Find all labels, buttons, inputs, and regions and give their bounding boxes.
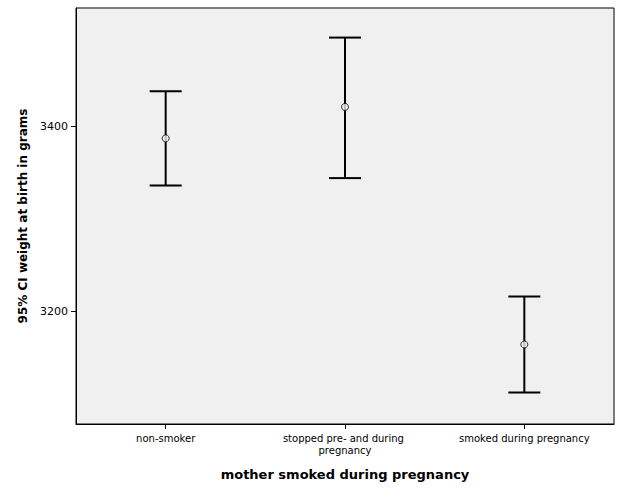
svg-text:95% CI weight at birth in gram: 95% CI weight at birth in grams — [16, 109, 30, 324]
svg-text:smoked during pregnancy: smoked during pregnancy — [459, 433, 590, 444]
svg-text:non-smoker: non-smoker — [136, 433, 196, 444]
svg-text:pregnancy: pregnancy — [319, 445, 372, 456]
svg-text:stopped pre- and during: stopped pre- and during — [283, 433, 407, 444]
svg-text:3400: 3400 — [40, 120, 68, 133]
svg-text:3200: 3200 — [40, 305, 68, 318]
svg-text:mother smoked during pregnancy: mother smoked during pregnancy — [221, 467, 470, 482]
